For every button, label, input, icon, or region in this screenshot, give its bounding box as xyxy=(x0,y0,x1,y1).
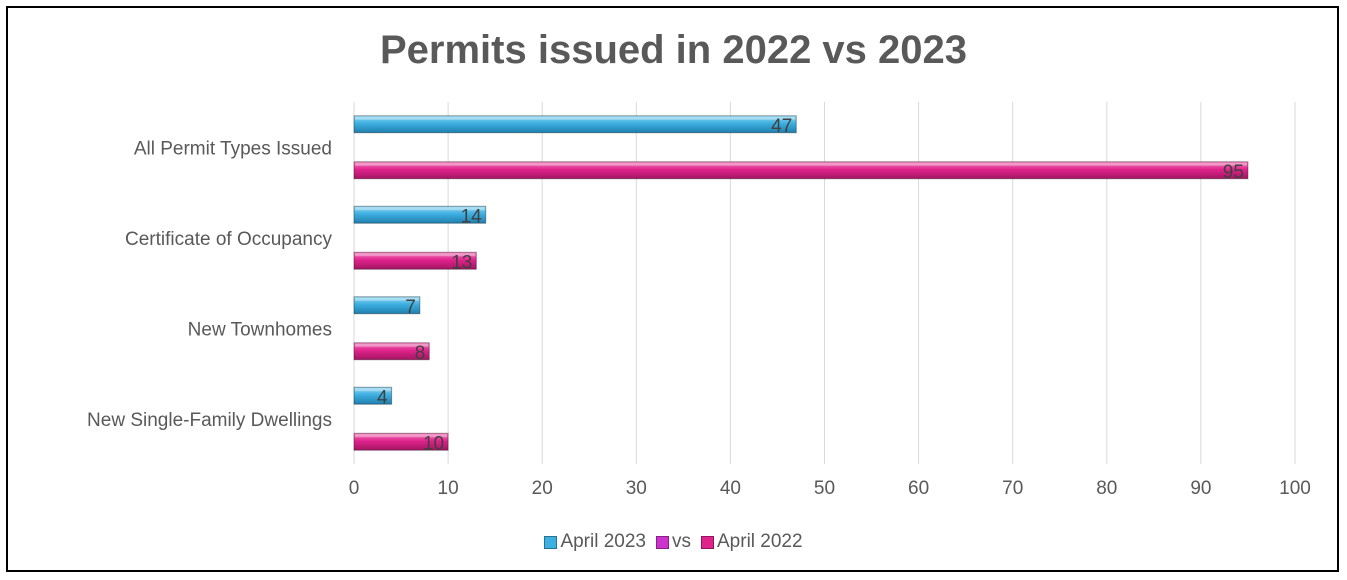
legend-item: April 2022 xyxy=(701,531,803,553)
bar xyxy=(353,342,430,361)
bar xyxy=(353,205,487,224)
bar-highlight xyxy=(355,297,419,301)
data-label: 8 xyxy=(415,343,426,364)
x-tick-label: 40 xyxy=(720,478,741,499)
chart-frame xyxy=(6,6,1339,572)
legend-label: April 2022 xyxy=(717,531,803,552)
data-label: 14 xyxy=(461,206,483,227)
bar xyxy=(353,296,421,315)
chart-title: Permits issued in 2022 vs 2023 xyxy=(379,28,968,72)
bar xyxy=(353,386,393,405)
bar-highlight xyxy=(355,434,448,438)
legend-label: vs xyxy=(672,531,691,552)
bar-highlight xyxy=(355,343,429,347)
data-label: 13 xyxy=(451,252,472,273)
legend-item: vs xyxy=(656,531,691,553)
bar-highlight xyxy=(355,162,1247,166)
legend: April 2023 vs April 2022 xyxy=(0,531,1347,553)
x-tick-label: 80 xyxy=(1096,478,1117,499)
legend-swatch xyxy=(544,535,558,549)
bar xyxy=(353,115,797,134)
bar xyxy=(353,251,477,270)
legend-item: April 2023 xyxy=(544,531,646,553)
x-tick-label: 10 xyxy=(438,478,459,499)
x-tick-label: 90 xyxy=(1190,478,1211,499)
data-label: 7 xyxy=(405,297,416,318)
legend-swatch xyxy=(701,535,714,549)
bar xyxy=(353,432,449,451)
category-label: All Permit Types Issued xyxy=(134,138,332,159)
bar-highlight xyxy=(355,253,476,257)
data-label: 10 xyxy=(423,433,444,454)
bar-highlight xyxy=(355,388,391,392)
bar-highlight xyxy=(355,116,796,120)
category-label: Certificate of Occupancy xyxy=(125,229,332,250)
data-label: 47 xyxy=(771,116,792,137)
legend-label: April 2023 xyxy=(560,531,646,552)
x-tick-label: 70 xyxy=(1002,478,1023,499)
bar-highlight xyxy=(355,207,485,211)
data-label: 95 xyxy=(1223,162,1244,183)
data-label: 4 xyxy=(377,387,388,408)
x-tick-label: 20 xyxy=(532,478,553,499)
legend-swatch xyxy=(656,535,669,549)
x-tick-label: 0 xyxy=(349,478,360,499)
x-tick-label: 50 xyxy=(814,478,835,499)
bar xyxy=(353,161,1249,180)
category-label: New Townhomes xyxy=(188,319,332,340)
x-tick-label: 30 xyxy=(626,478,647,499)
x-tick-label: 60 xyxy=(908,478,929,499)
x-tick-label: 100 xyxy=(1279,478,1311,499)
category-label: New Single-Family Dwellings xyxy=(87,410,332,431)
